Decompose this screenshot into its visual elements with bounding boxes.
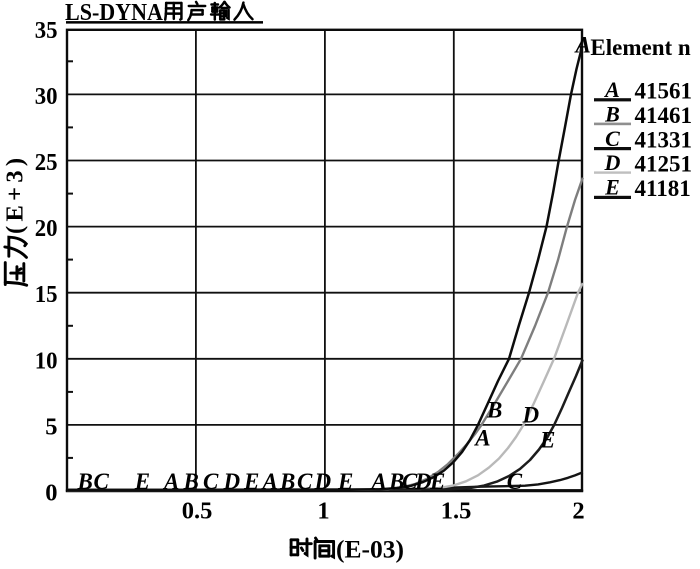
svg-text:41461: 41461 — [635, 103, 693, 128]
svg-text:(E+3): (E+3) — [2, 154, 29, 234]
svg-text:E: E — [539, 428, 555, 453]
svg-text:41561: 41561 — [635, 79, 693, 104]
svg-text:5: 5 — [45, 413, 57, 440]
svg-text:A: A — [473, 426, 490, 451]
svg-text:C: C — [203, 469, 219, 494]
svg-text:41181: 41181 — [635, 176, 691, 201]
svg-text:E: E — [243, 469, 259, 494]
svg-text:B: B — [388, 469, 404, 494]
svg-text:A: A — [261, 469, 278, 494]
svg-text:B: B — [183, 469, 199, 494]
svg-text:A: A — [162, 469, 179, 494]
svg-text:1.5: 1.5 — [441, 498, 472, 525]
svg-text:1: 1 — [317, 498, 329, 525]
svg-text:D: D — [314, 469, 332, 494]
svg-text:E: E — [134, 469, 150, 494]
svg-text:A: A — [574, 33, 591, 58]
svg-text:35: 35 — [35, 17, 58, 44]
svg-text:41331: 41331 — [635, 127, 693, 152]
svg-text:B: B — [486, 398, 502, 423]
svg-text:E: E — [429, 469, 445, 494]
svg-text:B: B — [604, 101, 620, 126]
svg-text:(E-03): (E-03) — [336, 535, 404, 564]
svg-text:30: 30 — [35, 83, 58, 110]
svg-text:B: B — [77, 469, 93, 494]
svg-text:A: A — [603, 77, 620, 102]
svg-text:D: D — [522, 403, 540, 428]
svg-text:10: 10 — [35, 347, 58, 374]
svg-text:20: 20 — [35, 215, 58, 242]
svg-text:C: C — [402, 469, 418, 494]
svg-text:25: 25 — [35, 149, 58, 176]
svg-text:41251: 41251 — [635, 152, 693, 177]
svg-text:C: C — [507, 469, 523, 494]
svg-text:0.5: 0.5 — [182, 498, 213, 525]
svg-text:C: C — [605, 126, 620, 151]
svg-text:A: A — [370, 469, 387, 494]
svg-text:D: D — [223, 469, 241, 494]
svg-text:15: 15 — [35, 281, 58, 308]
svg-text:D: D — [414, 469, 432, 494]
svg-text:E: E — [337, 469, 353, 494]
svg-text:E: E — [604, 175, 620, 200]
svg-text:2: 2 — [572, 498, 584, 525]
svg-text:0: 0 — [45, 480, 57, 507]
svg-text:C: C — [94, 469, 110, 494]
svg-text:B: B — [279, 469, 295, 494]
svg-text:Element n: Element n — [590, 35, 691, 60]
svg-text:D: D — [604, 150, 621, 175]
svg-text:C: C — [297, 469, 313, 494]
